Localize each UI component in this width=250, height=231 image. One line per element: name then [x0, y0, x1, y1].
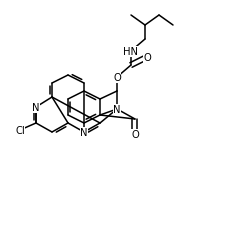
Text: HN: HN	[123, 47, 138, 57]
Text: N: N	[32, 103, 40, 112]
Text: O: O	[142, 53, 150, 63]
Text: O: O	[130, 129, 138, 139]
Text: N: N	[113, 105, 120, 115]
Text: N: N	[80, 128, 88, 137]
Text: O: O	[113, 73, 120, 83]
Text: Cl: Cl	[15, 125, 25, 135]
